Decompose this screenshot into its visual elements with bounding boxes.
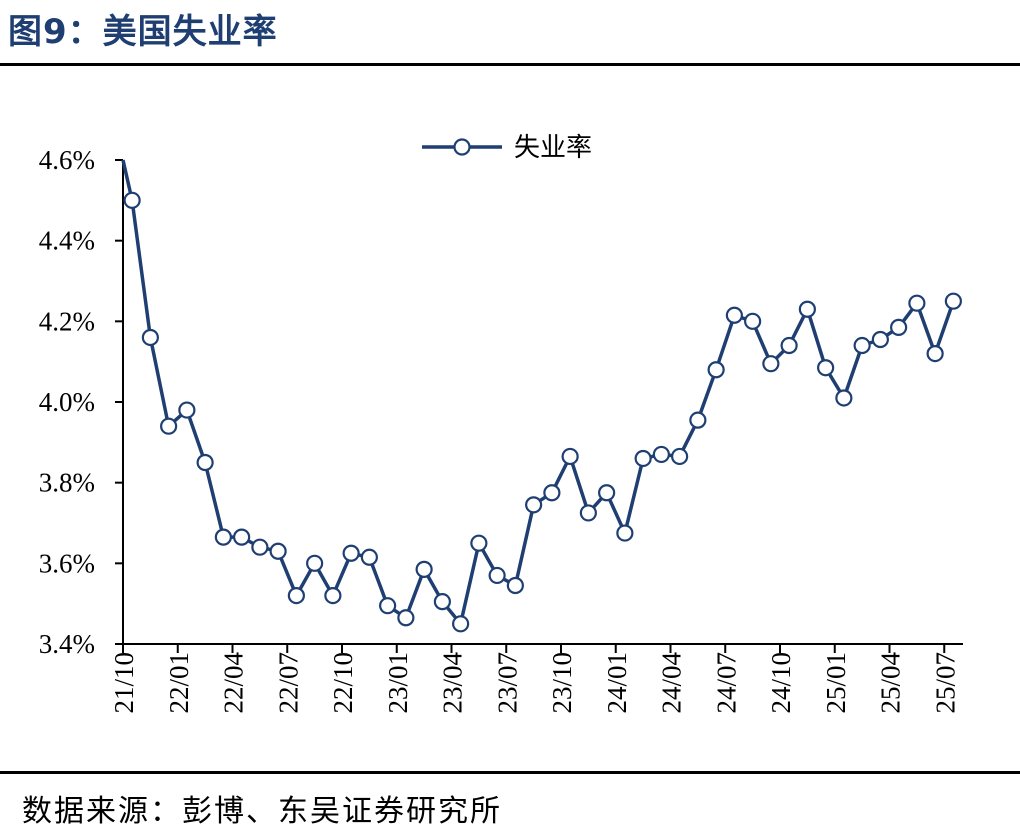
x-tick-label: 23/10 bbox=[547, 652, 577, 714]
data-point bbox=[306, 554, 324, 572]
x-tick-label: 22/07 bbox=[273, 652, 303, 714]
data-point bbox=[634, 449, 652, 468]
data-point bbox=[506, 576, 524, 595]
data-point bbox=[780, 336, 798, 355]
data-point bbox=[433, 593, 451, 611]
y-tick-label: 3.6% bbox=[39, 548, 95, 578]
data-point bbox=[415, 560, 433, 578]
data-point bbox=[671, 447, 689, 466]
data-point bbox=[178, 401, 196, 419]
legend-marker bbox=[453, 138, 471, 156]
y-tick-label: 4.4% bbox=[39, 226, 95, 256]
data-point bbox=[123, 191, 141, 209]
data-point bbox=[616, 524, 634, 542]
x-tick-label: 24/01 bbox=[602, 652, 632, 714]
data-point bbox=[397, 609, 415, 627]
data-point bbox=[488, 566, 506, 585]
data-point bbox=[470, 534, 488, 552]
data-point bbox=[798, 300, 816, 318]
data-point bbox=[525, 496, 543, 514]
figure-title: 图9：美国失业率 bbox=[8, 12, 278, 52]
y-tick-label: 4.0% bbox=[39, 387, 95, 417]
y-tick-label: 3.8% bbox=[39, 468, 95, 498]
data-point bbox=[817, 359, 835, 377]
data-point bbox=[360, 548, 378, 566]
x-tick-label: 22/10 bbox=[328, 652, 358, 714]
data-point bbox=[251, 538, 269, 556]
legend-label: 失业率 bbox=[514, 133, 592, 163]
data-point bbox=[908, 294, 926, 312]
data-point bbox=[233, 528, 251, 546]
data-point bbox=[561, 447, 579, 466]
x-axis: 21/10 22/01 22/04 22/07 22/10 23/01 23/04 23/07… bbox=[109, 643, 963, 714]
data-point bbox=[835, 389, 853, 407]
legend: 失业率 bbox=[422, 133, 592, 163]
data-point bbox=[744, 312, 762, 330]
data-point bbox=[543, 484, 561, 502]
data-point bbox=[944, 292, 962, 310]
data-point bbox=[379, 597, 397, 615]
data-point bbox=[324, 586, 342, 605]
x-tick-label: 22/04 bbox=[219, 652, 249, 714]
data-point bbox=[762, 355, 780, 373]
y-axis: 3.4% 3.6% 3.8% 4.0% 4.2% 4.4% 4.6% bbox=[39, 145, 124, 659]
data-point bbox=[890, 318, 908, 336]
y-tick-label: 4.6% bbox=[39, 145, 95, 175]
data-point bbox=[598, 484, 616, 502]
data-point bbox=[725, 306, 743, 324]
data-point bbox=[214, 528, 232, 546]
data-point bbox=[160, 417, 178, 435]
x-tick-label: 24/07 bbox=[711, 652, 741, 714]
data-point bbox=[926, 345, 944, 363]
x-tick-label: 24/04 bbox=[657, 652, 687, 714]
x-tick-label: 23/01 bbox=[383, 652, 413, 714]
data-point bbox=[871, 330, 889, 349]
data-point bbox=[707, 361, 725, 379]
data-point bbox=[452, 615, 470, 633]
data-point bbox=[689, 411, 707, 429]
x-tick-label: 24/10 bbox=[766, 652, 796, 714]
footer-rule bbox=[0, 771, 1020, 774]
x-tick-label: 23/07 bbox=[492, 652, 522, 714]
x-tick-label: 25/07 bbox=[930, 652, 960, 714]
data-point bbox=[269, 542, 287, 560]
data-point bbox=[579, 504, 597, 522]
data-point bbox=[196, 453, 214, 472]
source-note: 数据来源：彭博、东吴证券研究所 bbox=[22, 794, 502, 829]
x-tick-label: 22/01 bbox=[164, 652, 194, 714]
data-point bbox=[141, 328, 159, 347]
series-line bbox=[121, 159, 956, 626]
x-tick-label: 25/04 bbox=[876, 652, 906, 714]
data-point bbox=[342, 544, 360, 562]
y-tick-label: 3.4% bbox=[39, 629, 95, 659]
y-tick-label: 4.2% bbox=[39, 306, 95, 336]
x-tick-label: 23/04 bbox=[438, 652, 468, 714]
x-tick-label: 21/10 bbox=[109, 652, 139, 714]
data-point bbox=[652, 445, 670, 464]
x-tick-label: 25/01 bbox=[821, 652, 851, 714]
series-unemployment-rate bbox=[121, 159, 962, 633]
data-point bbox=[853, 336, 871, 355]
data-point bbox=[287, 586, 305, 605]
header-rule bbox=[0, 63, 1020, 66]
